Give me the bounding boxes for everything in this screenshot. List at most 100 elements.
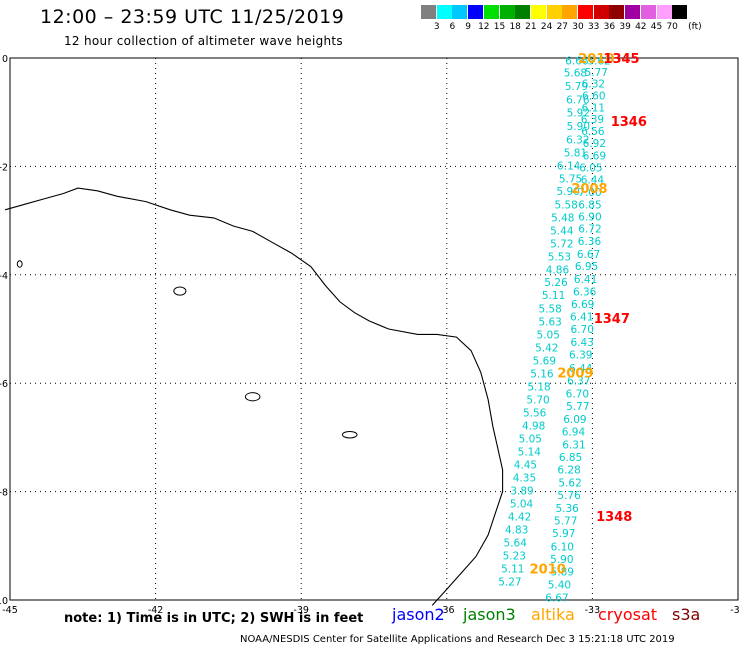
wave-height-label: 6.67 bbox=[545, 592, 568, 604]
color-scale-swatch bbox=[436, 5, 452, 19]
wave-height-label: 6.76 bbox=[566, 95, 590, 107]
island-outline bbox=[244, 392, 261, 402]
color-scale-swatch bbox=[609, 5, 625, 19]
color-scale-swatch bbox=[468, 5, 484, 19]
wave-height-label: 6.32 bbox=[566, 134, 589, 146]
time-stamp-label: 1348 bbox=[596, 510, 632, 525]
wave-height-label: 5.05 bbox=[537, 329, 560, 341]
wave-height-label: 7.00 bbox=[578, 187, 601, 199]
wave-height-label: 5.69 bbox=[533, 355, 556, 367]
wave-height-label: 5.04 bbox=[510, 499, 534, 511]
wave-height-label: 5.27 bbox=[498, 577, 521, 589]
wave-height-label: 5.53 bbox=[548, 251, 571, 263]
color-scale-value: 33 bbox=[587, 22, 600, 32]
island-outline bbox=[16, 260, 23, 268]
wave-height-label: 5.23 bbox=[503, 551, 526, 563]
color-scale-swatch bbox=[625, 5, 641, 19]
color-scale-value: 70 bbox=[666, 22, 678, 32]
coastline bbox=[4, 187, 504, 606]
color-scale-value: 36 bbox=[603, 22, 616, 32]
wave-height-label: 6.31 bbox=[562, 439, 585, 451]
color-scale-swatch bbox=[452, 5, 468, 19]
wave-height-label: 6.67 bbox=[577, 249, 600, 261]
wave-height-label: 3.89 bbox=[510, 486, 533, 498]
wave-height-label: 6.69 bbox=[583, 151, 606, 163]
time-stamp-label: 2010 bbox=[578, 52, 614, 67]
color-scale-value: 18 bbox=[509, 22, 521, 32]
wave-height-label: 5.62 bbox=[587, 56, 610, 68]
color-scale-value: 6 bbox=[449, 22, 456, 32]
wave-height-label: 6.92 bbox=[583, 138, 606, 150]
color-scale-unit: (ft) bbox=[688, 22, 702, 32]
wave-height-label: 6.70 bbox=[566, 388, 589, 400]
wave-height-label: 4.35 bbox=[513, 473, 536, 485]
wave-height-label: 4.42 bbox=[508, 512, 531, 524]
wave-height-label: 5.90 bbox=[567, 121, 590, 133]
y-tick-label: 0 bbox=[2, 54, 8, 65]
wave-height-label: 6.70 bbox=[571, 324, 594, 336]
wave-height-label: 4.86 bbox=[546, 264, 570, 276]
x-tick-label: -45 bbox=[2, 605, 18, 616]
wave-height-label: 5.77 bbox=[585, 67, 608, 79]
wave-height-label: 5.18 bbox=[527, 381, 550, 393]
time-stamp-label: 1346 bbox=[611, 115, 647, 130]
color-scale-value: 21 bbox=[525, 22, 537, 32]
wave-height-label: 5.79 bbox=[565, 81, 588, 93]
color-scale-value: 9 bbox=[465, 22, 471, 32]
wave-height-label: 5.58 bbox=[538, 303, 561, 315]
grid-lines bbox=[10, 58, 738, 600]
y-tick-label: -8 bbox=[0, 488, 8, 499]
color-scale-swatch bbox=[546, 5, 562, 19]
wave-height-label: 6.32 bbox=[582, 78, 605, 90]
wave-height-label: 5.05 bbox=[519, 433, 542, 445]
wave-height-label: 5.11 bbox=[501, 564, 524, 576]
color-scale-value: 30 bbox=[572, 22, 584, 32]
satellite-name-s3a: s3a bbox=[672, 605, 701, 624]
wave-height-labels: 6.665.685.796.765.925.906.325.816.145.75… bbox=[498, 56, 611, 605]
wave-height-label: 6.44 bbox=[581, 174, 605, 186]
color-scale-value: 3 bbox=[433, 22, 440, 32]
wave-height-label: 5.81 bbox=[564, 147, 587, 159]
wave-height-label: 5.92 bbox=[567, 108, 590, 120]
y-tick-label: -2 bbox=[0, 162, 8, 173]
color-scale-swatch bbox=[421, 5, 436, 19]
wave-height-label: 6.09 bbox=[563, 414, 586, 426]
color-scale-value: 45 bbox=[650, 22, 663, 32]
wave-height-label: 6.90 bbox=[578, 211, 601, 223]
wave-height-label: 6.36 bbox=[573, 287, 597, 299]
color-scale-swatch bbox=[640, 5, 656, 19]
wave-height-label: 6.41 bbox=[570, 312, 593, 324]
wave-height-label: 5.64 bbox=[504, 538, 528, 550]
wave-height-label: 5.76 bbox=[557, 490, 581, 502]
x-tick-label: -39 bbox=[293, 605, 309, 616]
color-scale-value: 15 bbox=[493, 22, 506, 32]
satellite-name-cryosat: cryosat bbox=[598, 605, 658, 624]
wave-height-label: 5.44 bbox=[550, 225, 574, 237]
wave-height-label: 5.48 bbox=[551, 212, 574, 224]
wave-height-label: 4.98 bbox=[522, 420, 545, 432]
wave-height-label: 5.97 bbox=[552, 528, 575, 540]
wave-height-label: 6.66 bbox=[565, 56, 589, 68]
satellite-name-altika: altika bbox=[531, 605, 575, 624]
page-title: 12:00 – 23:59 UTC 11/25/2019 bbox=[40, 6, 345, 28]
time-stamp-label: 2010 bbox=[530, 563, 566, 578]
y-tick-label: -6 bbox=[0, 379, 8, 390]
color-scale-swatch bbox=[530, 5, 546, 19]
y-tick-label: -10 bbox=[0, 596, 8, 607]
wave-height-label: 5.62 bbox=[558, 477, 581, 489]
wave-height-label: 6.14 bbox=[557, 160, 581, 172]
wave-height-label: 5.58 bbox=[554, 199, 577, 211]
wave-height-label: 5.11 bbox=[542, 290, 565, 302]
wave-height-label: 6.11 bbox=[582, 102, 605, 114]
color-scale-swatch bbox=[578, 5, 593, 19]
wave-height-label: 5.16 bbox=[530, 368, 554, 380]
time-stamp-label: 1345 bbox=[603, 52, 639, 67]
wave-height-label: 4.45 bbox=[514, 460, 537, 472]
wave-height-label: 6.85 bbox=[559, 452, 582, 464]
wave-height-label: 5.14 bbox=[518, 446, 542, 458]
wave-height-label: 5.42 bbox=[535, 342, 558, 354]
x-tick-label: -30 bbox=[730, 605, 740, 616]
wave-height-label: 5.36 bbox=[555, 503, 579, 515]
time-stamp-label: 2008 bbox=[571, 182, 607, 197]
